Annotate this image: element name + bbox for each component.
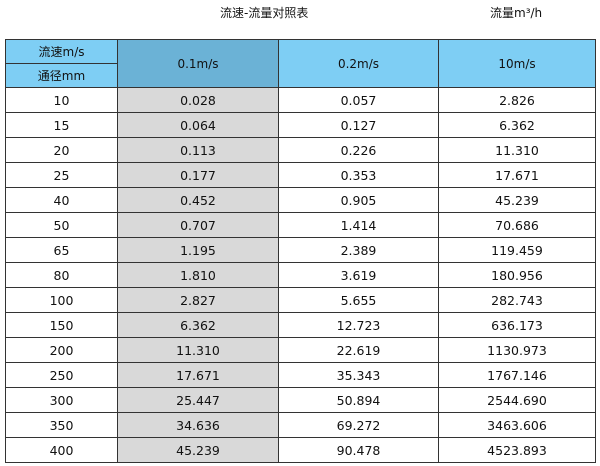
diameter-cell: 80 (5, 262, 118, 288)
table-row: 150 6.362 12.723 636.173 (5, 312, 596, 338)
diameter-cell: 25 (5, 162, 118, 188)
flow-cell: 34.636 (117, 412, 279, 438)
flow-cell: 5.655 (278, 287, 439, 313)
flow-cell: 0.028 (117, 87, 279, 113)
table-row: 80 1.810 3.619 180.956 (5, 262, 596, 288)
table-row: 65 1.195 2.389 119.459 (5, 237, 596, 263)
table-row: 400 45.239 90.478 4523.893 (5, 437, 596, 463)
table-title: 流速-流量对照表 (220, 6, 309, 20)
flow-cell: 4523.893 (438, 437, 596, 463)
flow-cell: 0.113 (117, 137, 279, 163)
velocity-header: 流速m/s (5, 39, 118, 64)
column-header: 0.1m/s (117, 39, 279, 88)
flow-cell: 2.389 (278, 237, 439, 263)
diameter-cell: 10 (5, 87, 118, 113)
table-row: 10 0.028 0.057 2.826 (5, 87, 596, 113)
table-row: 300 25.447 50.894 2544.690 (5, 387, 596, 413)
flow-cell: 180.956 (438, 262, 596, 288)
diameter-cell: 20 (5, 137, 118, 163)
table-row: 250 17.671 35.343 1767.146 (5, 362, 596, 388)
flow-cell: 12.723 (278, 312, 439, 338)
flow-cell: 45.239 (117, 437, 279, 463)
flow-cell: 0.226 (278, 137, 439, 163)
table-row: 20 0.113 0.226 11.310 (5, 137, 596, 163)
flow-cell: 1767.146 (438, 362, 596, 388)
flow-cell: 0.905 (278, 187, 439, 213)
flow-cell: 0.127 (278, 112, 439, 138)
diameter-cell: 400 (5, 437, 118, 463)
table-row: 25 0.177 0.353 17.671 (5, 162, 596, 188)
flow-cell: 636.173 (438, 312, 596, 338)
flow-cell: 70.686 (438, 212, 596, 238)
column-header: 0.2m/s (278, 39, 439, 88)
diameter-cell: 200 (5, 337, 118, 363)
flow-cell: 35.343 (278, 362, 439, 388)
flow-cell: 6.362 (117, 312, 279, 338)
diameter-cell: 40 (5, 187, 118, 213)
flow-cell: 282.743 (438, 287, 596, 313)
flow-cell: 3463.606 (438, 412, 596, 438)
flow-cell: 119.459 (438, 237, 596, 263)
flow-cell: 0.353 (278, 162, 439, 188)
flow-cell: 2.826 (438, 87, 596, 113)
flow-cell: 45.239 (438, 187, 596, 213)
flow-cell: 0.057 (278, 87, 439, 113)
flow-cell: 0.177 (117, 162, 279, 188)
flow-cell: 2.827 (117, 287, 279, 313)
flow-cell: 1130.973 (438, 337, 596, 363)
diameter-header: 通径mm (5, 63, 118, 88)
flow-cell: 90.478 (278, 437, 439, 463)
diameter-cell: 100 (5, 287, 118, 313)
flow-cell: 0.064 (117, 112, 279, 138)
flow-cell: 17.671 (117, 362, 279, 388)
flow-cell: 0.452 (117, 187, 279, 213)
flow-cell: 22.619 (278, 337, 439, 363)
column-header: 10m/s (438, 39, 596, 88)
flow-cell: 1.195 (117, 237, 279, 263)
flow-cell: 2544.690 (438, 387, 596, 413)
flow-cell: 50.894 (278, 387, 439, 413)
table-row: 100 2.827 5.655 282.743 (5, 287, 596, 313)
flow-cell: 1.810 (117, 262, 279, 288)
flow-cell: 0.707 (117, 212, 279, 238)
table-row: 200 11.310 22.619 1130.973 (5, 337, 596, 363)
flow-table: 流速m/s 0.1m/s 0.2m/s 10m/s 通径mm 10 0.028 0.… (5, 39, 596, 463)
flow-cell: 69.272 (278, 412, 439, 438)
diameter-cell: 150 (5, 312, 118, 338)
table-row: 50 0.707 1.414 70.686 (5, 212, 596, 238)
diameter-cell: 15 (5, 112, 118, 138)
flow-cell: 1.414 (278, 212, 439, 238)
diameter-cell: 300 (5, 387, 118, 413)
table-row: 350 34.636 69.272 3463.606 (5, 412, 596, 438)
flow-cell: 17.671 (438, 162, 596, 188)
diameter-cell: 250 (5, 362, 118, 388)
flow-cell: 6.362 (438, 112, 596, 138)
diameter-cell: 350 (5, 412, 118, 438)
diameter-cell: 65 (5, 237, 118, 263)
diameter-cell: 50 (5, 212, 118, 238)
table-row: 40 0.452 0.905 45.239 (5, 187, 596, 213)
flow-cell: 3.619 (278, 262, 439, 288)
unit-label: 流量m³/h (490, 6, 543, 20)
table-row: 15 0.064 0.127 6.362 (5, 112, 596, 138)
flow-cell: 25.447 (117, 387, 279, 413)
flow-cell: 11.310 (438, 137, 596, 163)
flow-cell: 11.310 (117, 337, 279, 363)
